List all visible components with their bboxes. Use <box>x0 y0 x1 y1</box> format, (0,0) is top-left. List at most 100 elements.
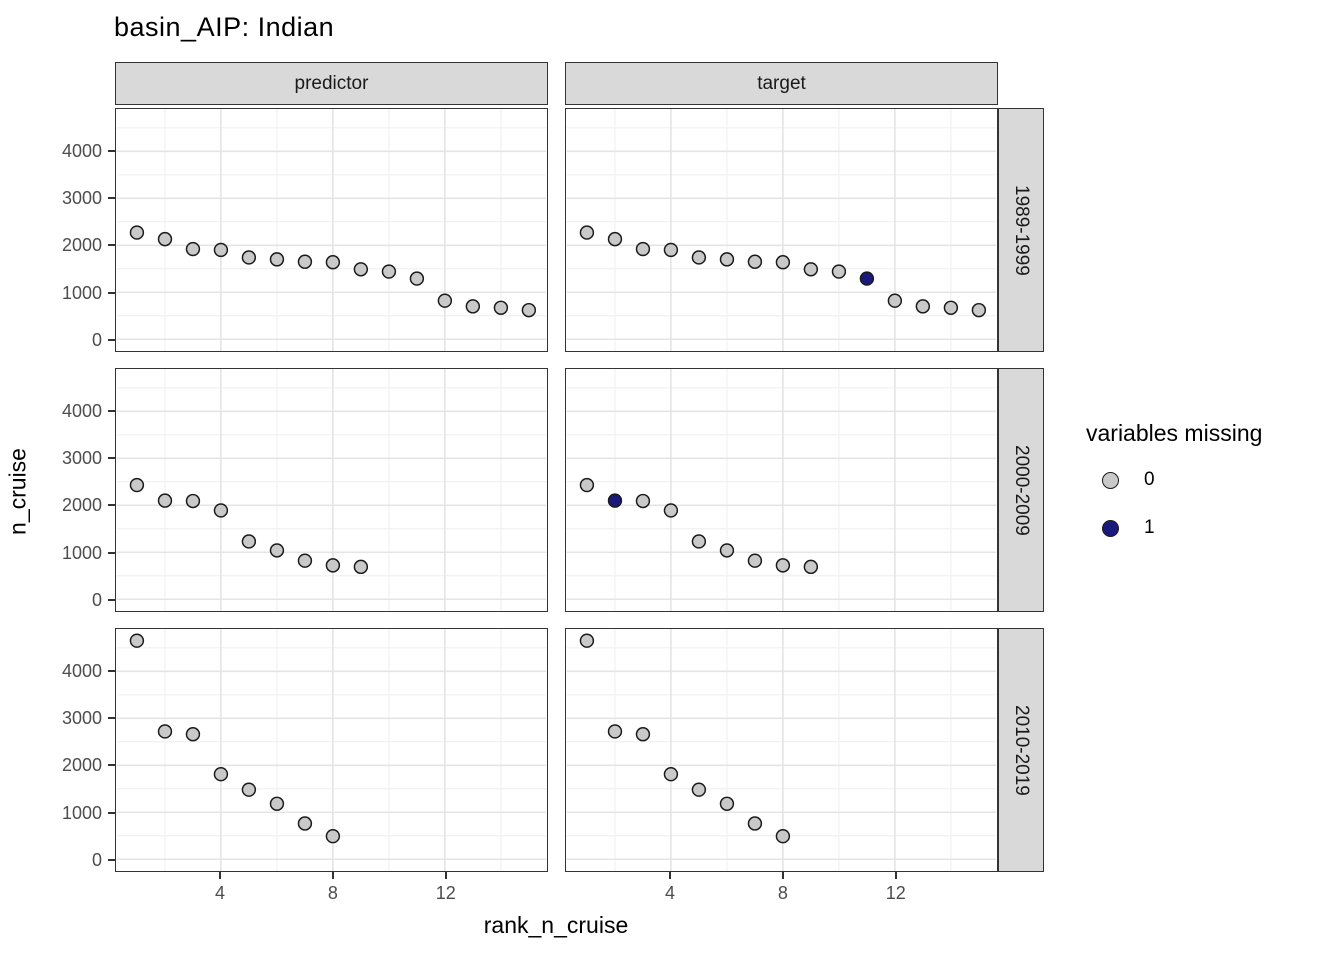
x-tick-mark <box>444 872 447 879</box>
data-point <box>579 633 595 648</box>
panel-plot-area <box>566 369 997 611</box>
y-tick-label: 2000 <box>61 755 102 776</box>
y-tick-label: 4000 <box>61 660 102 681</box>
x-tick-label: 8 <box>327 883 338 903</box>
facet-strip-predictor-label: predictor <box>294 72 369 94</box>
y-tick-label: 0 <box>91 330 102 351</box>
data-point <box>747 254 763 269</box>
legend-key-circle-1 <box>1102 519 1119 537</box>
data-point <box>297 254 313 269</box>
panel-predictor-2000-2009 <box>115 368 548 612</box>
x-tick-label: 12 <box>885 883 906 903</box>
data-point <box>775 255 791 270</box>
data-point <box>747 553 763 568</box>
data-point <box>691 250 707 265</box>
x-tick-mark <box>669 872 671 879</box>
y-tick-label: 3000 <box>61 708 102 729</box>
data-point <box>297 553 313 568</box>
data-point <box>691 782 707 797</box>
data-point <box>241 782 257 797</box>
data-point <box>943 300 959 315</box>
data-point <box>353 559 369 575</box>
legend-item-0: 0 <box>1102 469 1262 491</box>
y-tick-mark <box>108 291 115 294</box>
y-tick-label: 2000 <box>61 495 102 516</box>
panel-plot-area <box>566 109 997 351</box>
panel-plot-area <box>116 369 547 611</box>
data-point <box>831 264 847 279</box>
y-tick-label: 1000 <box>61 542 102 563</box>
y-tick-mark <box>108 149 115 152</box>
y-tick-mark <box>108 551 115 554</box>
data-point <box>325 558 341 573</box>
y-tick-mark <box>108 811 115 814</box>
data-point <box>775 558 791 573</box>
data-point <box>325 828 341 844</box>
x-tick-label: 8 <box>777 883 788 903</box>
data-point <box>579 477 595 493</box>
data-point <box>775 828 791 844</box>
data-point <box>803 559 819 575</box>
data-point <box>241 250 257 265</box>
x-tick-mark <box>894 872 897 879</box>
y-tick-label: 4000 <box>61 140 102 161</box>
data-point <box>719 796 735 811</box>
y-tick-label: 3000 <box>61 188 102 209</box>
x-tick-mark <box>331 872 334 879</box>
data-point <box>635 493 651 509</box>
data-point <box>129 225 145 240</box>
panel-predictor-1989-1999 <box>115 108 548 352</box>
data-point <box>635 727 651 742</box>
data-point <box>803 262 819 277</box>
data-point <box>691 534 707 549</box>
data-point <box>269 543 285 558</box>
facet-strip-1989-1999: 1989-1999 <box>998 108 1044 352</box>
y-tick-mark <box>108 504 115 507</box>
data-point <box>213 503 229 518</box>
y-tick-mark <box>108 244 115 247</box>
data-point <box>381 264 397 279</box>
y-tick-mark <box>108 339 115 342</box>
y-tick-label: 1000 <box>61 282 102 303</box>
facet-strip-2010-2019-label: 2010-2019 <box>1011 704 1032 796</box>
x-tick-mark <box>781 872 784 879</box>
x-tick-label: 4 <box>214 883 225 903</box>
legend-title: variables missing <box>1086 420 1263 446</box>
facet-strip-predictor: predictor <box>115 62 548 105</box>
data-point <box>663 503 679 518</box>
y-tick-label: 4000 <box>61 400 102 421</box>
facet-strip-target: target <box>565 62 998 105</box>
facet-strip-2000-2009-label: 2000-2009 <box>1011 444 1032 536</box>
data-point <box>353 262 369 277</box>
data-point <box>719 543 735 558</box>
legend: variables missing 0 1 <box>1086 420 1262 565</box>
data-point <box>915 299 931 314</box>
panel-plot-area <box>116 629 547 871</box>
data-point <box>521 302 537 318</box>
y-tick-label: 0 <box>91 590 102 611</box>
data-point <box>437 293 453 308</box>
data-point <box>663 767 679 782</box>
data-point <box>129 633 145 648</box>
data-point <box>607 724 623 739</box>
data-point <box>213 767 229 782</box>
data-point <box>157 231 173 247</box>
data-point <box>325 255 341 270</box>
data-point <box>185 727 201 742</box>
panel-plot-area <box>116 109 547 351</box>
data-point <box>465 299 481 314</box>
x-axis-title: rank_n_cruise <box>483 912 629 938</box>
facet-strip-target-label: target <box>757 72 806 94</box>
y-axis-title: n_cruise <box>4 448 31 535</box>
data-point <box>213 242 229 258</box>
data-point <box>493 300 509 315</box>
y-tick-mark <box>108 717 115 720</box>
data-point <box>157 724 173 739</box>
y-tick-mark <box>108 599 115 602</box>
legend-key-circle-0 <box>1102 471 1119 489</box>
y-tick-label: 1000 <box>61 802 102 823</box>
y-tick-mark <box>108 859 115 862</box>
panel-target-2010-2019 <box>565 628 998 872</box>
data-point <box>607 493 623 508</box>
panel-target-2000-2009 <box>565 368 998 612</box>
